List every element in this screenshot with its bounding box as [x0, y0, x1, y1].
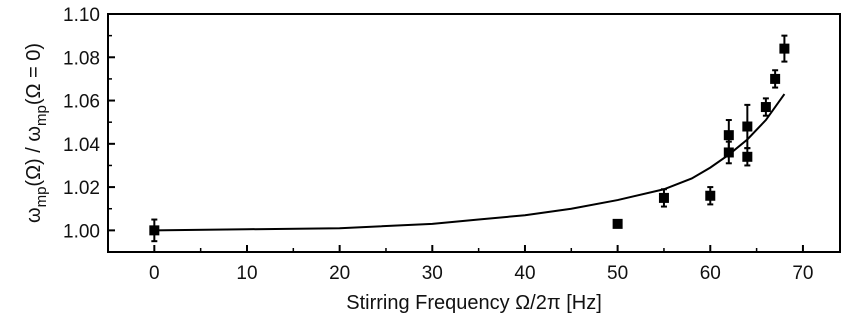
y-axis-ticks: 1.00 1.02 1.04 1.06 1.08 1.10 [63, 5, 115, 242]
x-tick-label: 70 [792, 263, 813, 284]
data-point [723, 140, 734, 165]
y-axis-title-tail: (Ω = 0) [23, 43, 45, 105]
square-marker [705, 190, 716, 201]
x-tick-label: 60 [700, 263, 721, 284]
data-point [705, 186, 716, 206]
square-marker [723, 130, 734, 141]
square-marker [779, 43, 790, 54]
data-point [612, 218, 623, 229]
x-tick-label: 50 [607, 263, 628, 284]
y-axis-title-sub1: mp [33, 187, 50, 208]
data-point [779, 34, 790, 63]
y-axis-title: ωmp(Ω) / ωmp(Ω = 0) [23, 43, 50, 223]
data-point [770, 69, 781, 89]
plot-frame [107, 13, 841, 253]
y-tick-label: 1.08 [63, 48, 100, 69]
square-marker [723, 147, 734, 158]
y-tick-label: 1.10 [63, 5, 100, 26]
y-tick-label: 1.00 [63, 221, 100, 242]
data-point [149, 218, 160, 243]
x-axis-title: Stirring Frequency Ω/2π [Hz] [346, 292, 602, 314]
square-marker [742, 151, 753, 162]
x-tick-label: 20 [329, 263, 350, 284]
square-marker [658, 192, 669, 203]
y-axis-title-sub2: mp [33, 105, 50, 126]
y-axis-title-omega: ω [23, 207, 45, 223]
x-tick-label: 0 [149, 263, 160, 284]
x-tick-label: 30 [422, 263, 443, 284]
data-point [742, 147, 753, 167]
x-axis-ticks: 0 10 20 30 40 50 60 70 [149, 245, 814, 284]
square-marker [760, 102, 771, 113]
data-point [760, 97, 771, 117]
x-tick-label: 10 [236, 263, 257, 284]
square-marker [612, 218, 623, 229]
square-marker [770, 73, 781, 84]
y-tick-label: 1.04 [63, 135, 100, 156]
square-marker [742, 121, 753, 132]
data-point [658, 188, 669, 208]
y-tick-label: 1.02 [63, 178, 100, 199]
y-tick-label: 1.06 [63, 92, 100, 113]
square-marker [149, 225, 160, 236]
y-axis-title-mid: (Ω) / ω [23, 126, 45, 187]
fit-curve [154, 93, 786, 232]
x-tick-label: 40 [514, 263, 535, 284]
data-points [149, 34, 790, 243]
